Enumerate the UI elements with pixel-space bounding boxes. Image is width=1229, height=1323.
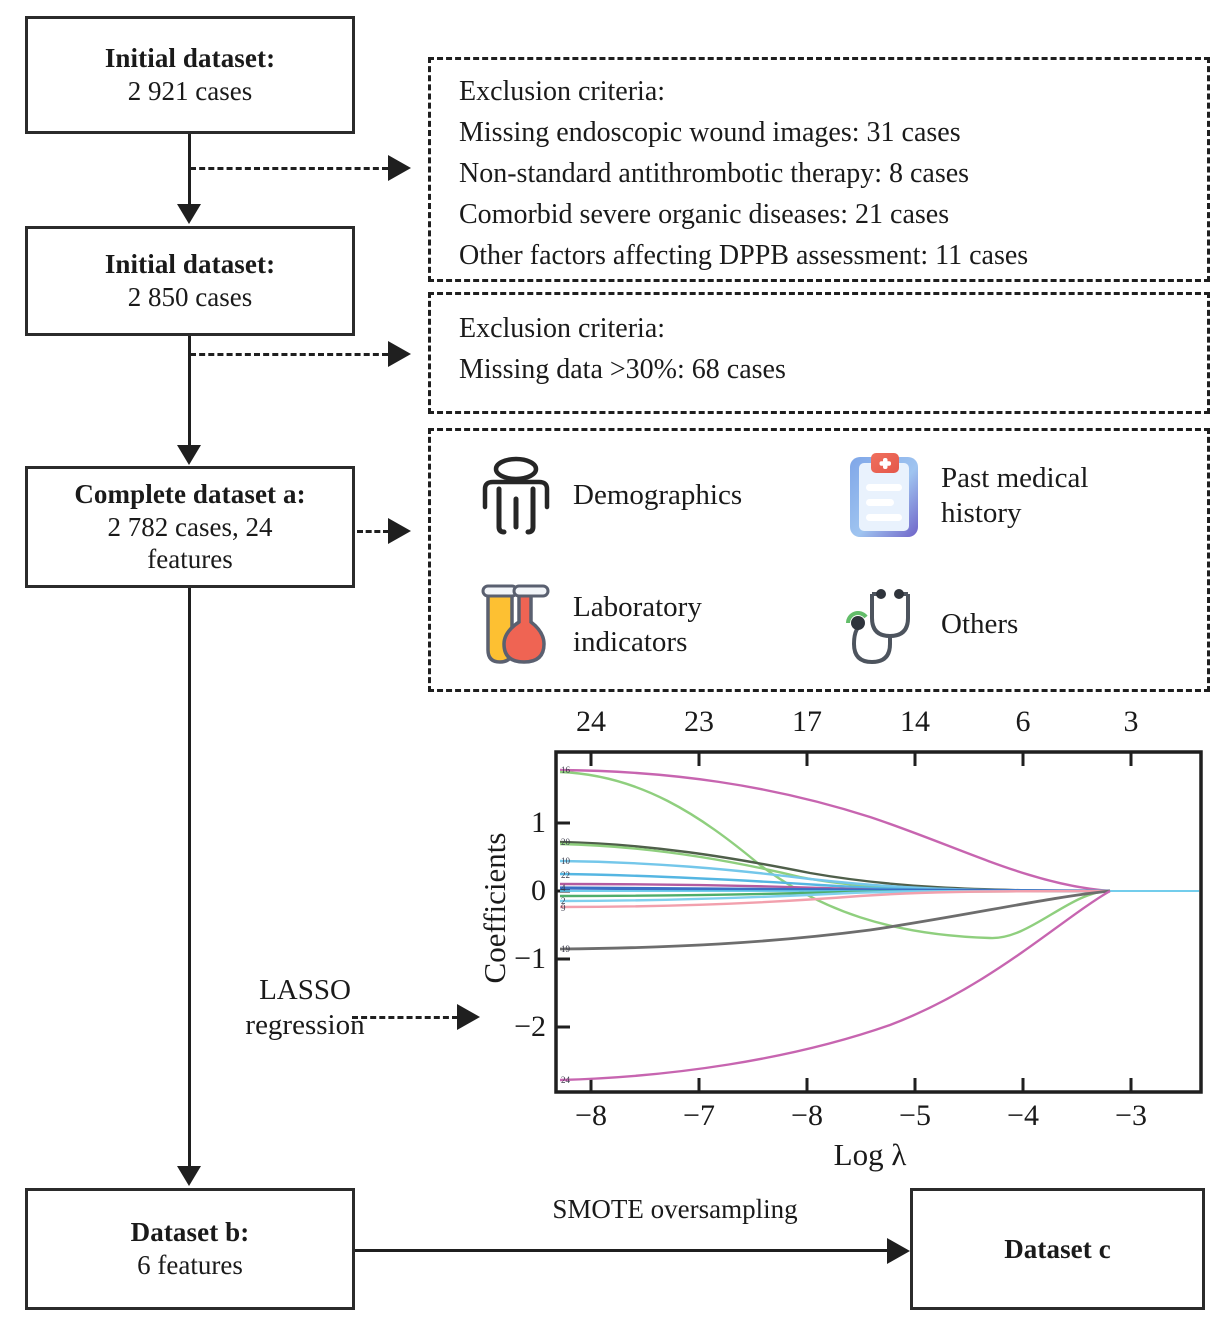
edge-label-lasso-regression: LASSO regression	[195, 973, 415, 1044]
box-dataset-c: Dataset c	[910, 1188, 1205, 1310]
dashed-connector-exclusion-2	[190, 353, 388, 356]
connector-complete-a-to-dataset-b	[188, 588, 191, 1168]
test-tubes-icon	[473, 580, 559, 670]
box-title: Complete dataset a:	[74, 478, 306, 509]
clipboard-medical-icon	[841, 451, 927, 541]
arrowhead-right-lasso	[457, 1004, 480, 1030]
box-title: Initial dataset:	[104, 249, 276, 280]
y-axis-tick-label: 0	[531, 874, 546, 907]
panel-exclusion-criteria-2: Exclusion criteria: Missing data >30%: 6…	[428, 292, 1210, 414]
box-subtitle: 2 850 cases	[127, 282, 253, 312]
box-title: Dataset b:	[130, 1217, 250, 1248]
exclusion-1-item: Other factors affecting DPPB assessment:…	[459, 239, 1029, 271]
curve-id-label: 2	[561, 896, 566, 906]
panel-feature-groups: Demographics	[428, 428, 1210, 692]
x-axis-tick-label: −7	[683, 1099, 715, 1132]
y-axis-tick-label: 1	[531, 806, 546, 839]
top-axis-tick-label: 6	[1015, 705, 1031, 738]
arrowhead-down-3	[177, 1166, 201, 1186]
x-axis-tick-label: −5	[899, 1099, 931, 1132]
x-axis-title: Log λ	[833, 1137, 907, 1172]
feature-group-laboratory-indicators: Laboratory indicators	[431, 580, 819, 670]
box-dataset-b: Dataset b: 6 features	[25, 1188, 355, 1310]
top-axis-tick-label: 17	[792, 705, 822, 738]
exclusion-2-list: Exclusion criteria: Missing data >30%: 6…	[431, 295, 1207, 399]
box-subtitle: 2 921 cases	[127, 76, 253, 106]
lasso-label-line1: LASSO	[259, 974, 351, 1006]
feature-group-label: Others	[941, 608, 1019, 641]
box-title: Dataset c	[1004, 1233, 1111, 1264]
people-icon	[473, 451, 559, 541]
box-subtitle: 2 782 cases, 24	[107, 511, 273, 542]
lasso-label-line2: regression	[245, 1009, 365, 1042]
connector-initial2-to-complete-a	[188, 336, 191, 448]
arrowhead-down-1	[177, 204, 201, 224]
box-complete-dataset-a: Complete dataset a: 2 782 cases, 24 feat…	[25, 466, 355, 588]
exclusion-1-heading: Exclusion criteria:	[459, 76, 666, 107]
top-axis-tick-label: 23	[684, 705, 714, 738]
curve-id-label: 20	[561, 837, 570, 847]
curve-id-label: 9	[561, 903, 566, 913]
feature-group-label: Laboratory indicators	[573, 590, 702, 658]
box-subtitle: 6 features	[137, 1250, 243, 1280]
arrowhead-down-2	[177, 445, 201, 465]
edge-label-smote: SMOTE oversampling	[552, 1194, 798, 1224]
exclusion-1-item: Comorbid severe organic diseases: 21 cas…	[459, 198, 950, 230]
dashed-connector-features	[357, 530, 389, 533]
y-axis-tick-label: −1	[514, 942, 546, 975]
dashed-connector-lasso	[352, 1016, 458, 1019]
x-axis-tick-label: −4	[1007, 1099, 1039, 1132]
x-axis-tick-label: −3	[1115, 1099, 1147, 1132]
x-axis-tick-label: −8	[791, 1099, 823, 1132]
exclusion-1-item: Missing endoscopic wound images: 31 case…	[459, 116, 961, 148]
curve-id-label: 4	[561, 883, 566, 893]
box-subtitle-2: features	[147, 544, 233, 575]
exclusion-1-item: Non-standard antithrombotic therapy: 8 c…	[459, 157, 970, 189]
curve-id-label: 19	[561, 944, 570, 954]
feature-groups-grid: Demographics	[431, 431, 1207, 689]
box-initial-dataset-1: Initial dataset: 2 921 cases	[25, 16, 355, 134]
curve-id-label: 16	[561, 765, 570, 775]
feature-group-others: Others	[819, 580, 1207, 670]
curve-id-label: 10	[561, 856, 570, 866]
connector-initial1-to-initial2	[188, 134, 191, 206]
curve-id-label: 24	[561, 1075, 570, 1085]
exclusion-2-heading: Exclusion criteria:	[459, 313, 666, 344]
connector-dataset-b-to-c	[355, 1249, 888, 1252]
box-initial-dataset-2: Initial dataset: 2 850 cases	[25, 226, 355, 336]
panel-exclusion-criteria-1: Exclusion criteria: Missing endoscopic w…	[428, 57, 1210, 282]
exclusion-1-list: Exclusion criteria: Missing endoscopic w…	[431, 60, 1207, 284]
y-axis-tick-label: −2	[514, 1010, 546, 1043]
top-axis-tick-label: 14	[900, 705, 930, 738]
lasso-coefficient-plot: 24 23 17 14 6 3 1 0 −1 −2 Coefficients	[470, 705, 1225, 1175]
arrowhead-right-exclusion-2	[388, 341, 411, 367]
top-axis-tick-label: 24	[576, 705, 606, 738]
curve-id-label: 22	[561, 870, 570, 880]
arrowhead-right-smote	[887, 1238, 910, 1264]
stethoscope-icon	[841, 580, 927, 670]
exclusion-2-item: Missing data >30%: 68 cases	[459, 353, 786, 385]
arrowhead-right-features	[388, 518, 411, 544]
top-axis-tick-label: 3	[1123, 705, 1139, 738]
dashed-connector-exclusion-1	[190, 167, 388, 170]
x-axis-tick-label: −8	[575, 1099, 607, 1132]
feature-group-label: Demographics	[573, 479, 743, 512]
feature-group-demographics: Demographics	[431, 451, 819, 541]
feature-group-label: Past medical history	[941, 461, 1089, 529]
arrowhead-right-exclusion-1	[388, 155, 411, 181]
feature-group-past-medical-history: Past medical history	[819, 451, 1207, 541]
box-title: Initial dataset:	[104, 43, 276, 74]
